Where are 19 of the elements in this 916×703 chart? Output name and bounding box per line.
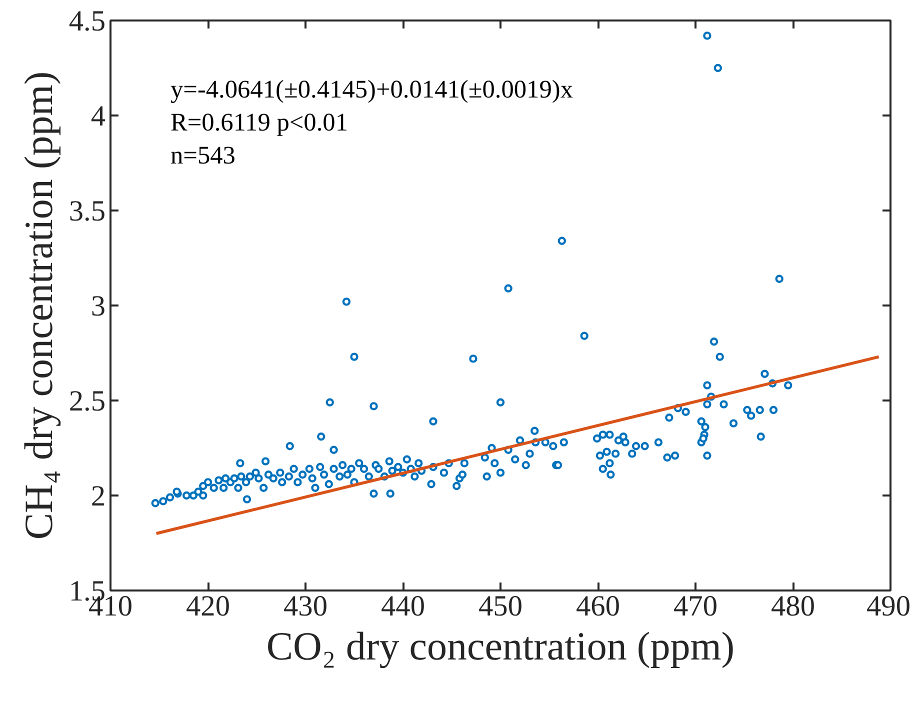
x-tick-label: 470: [674, 590, 718, 622]
y-tick-label: 4.5: [68, 6, 106, 38]
y-tick-label: 3.5: [68, 196, 106, 228]
y-axis-title: CH₄ dry concentration (ppm): [16, 71, 61, 540]
x-tick-label: 490: [866, 590, 911, 622]
annotation: R=0.6119 p<0.01: [170, 108, 348, 136]
y-tick-label: 3: [90, 290, 106, 322]
annotation: n=543: [170, 142, 236, 170]
annotation: y=-4.0641(±0.4145)+0.0141(±0.0019)x: [170, 76, 574, 104]
y-tick-label: 4: [90, 100, 106, 132]
x-tick-label: 480: [771, 590, 816, 622]
x-tick-label: 430: [284, 590, 328, 622]
x-tick-label: 460: [576, 590, 620, 622]
x-axis-title: CO₂ dry concentration (ppm): [266, 624, 735, 668]
x-tick-label: 440: [381, 590, 426, 622]
x-tick-label: 450: [478, 590, 523, 622]
x-tick-label: 420: [186, 590, 230, 622]
y-tick-label: 2: [90, 480, 106, 512]
y-tick-label: 2.5: [68, 386, 106, 418]
